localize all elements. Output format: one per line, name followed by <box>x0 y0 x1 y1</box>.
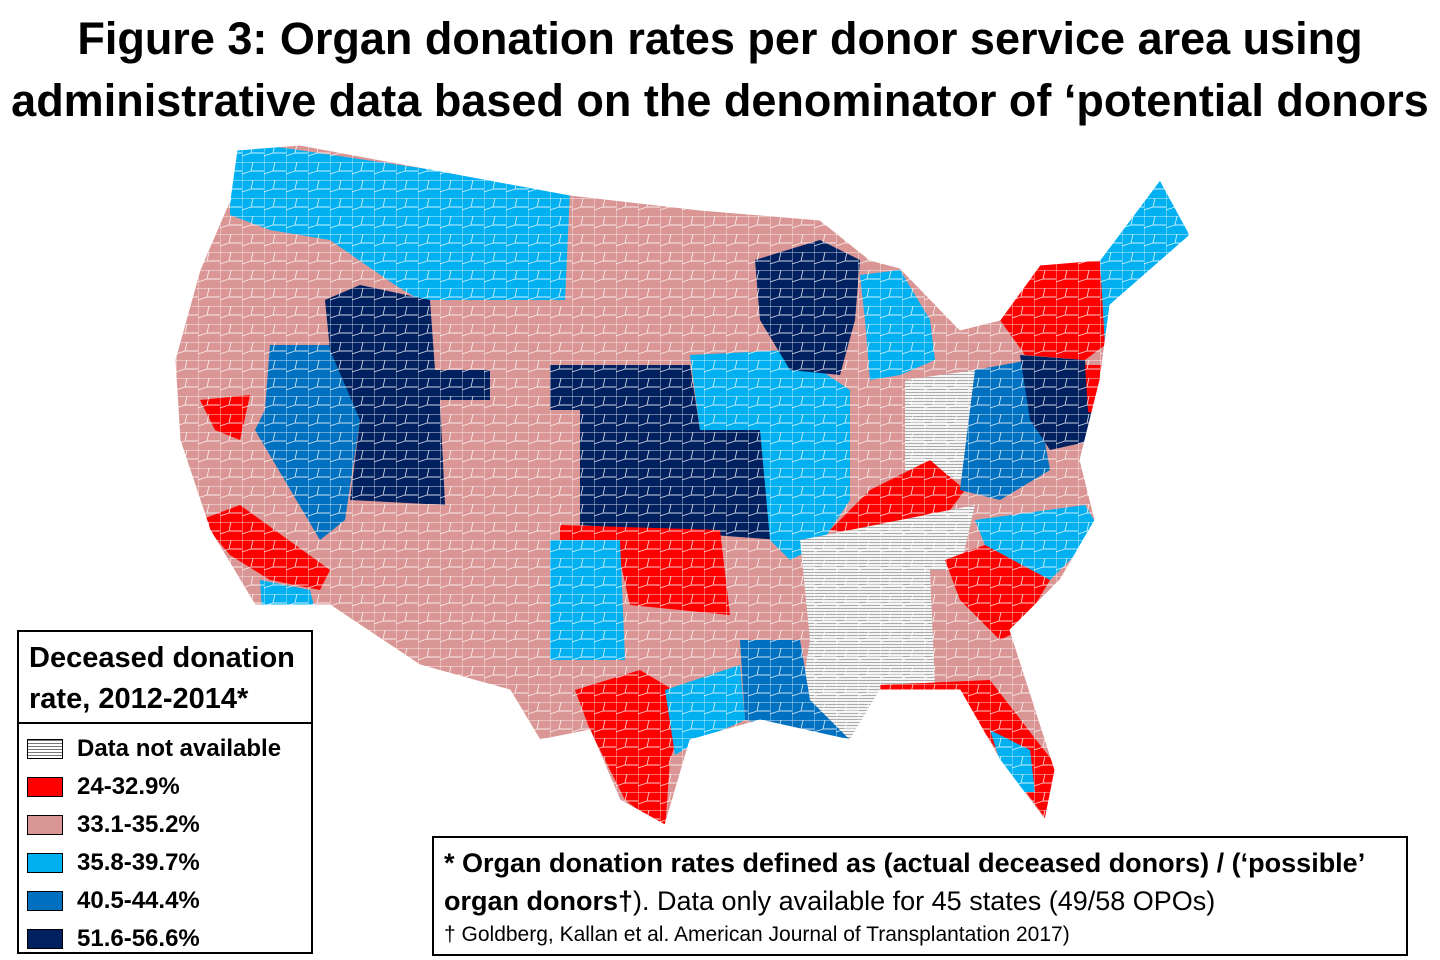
legend: Deceased donation rate, 2012-2014* Data … <box>17 630 313 954</box>
legend-label: Data not available <box>77 735 282 762</box>
legend-label: 35.8-39.7% <box>77 849 200 876</box>
legend-label: 51.6-56.6% <box>77 925 200 952</box>
legend-title: Deceased donation rate, 2012-2014* <box>19 632 311 724</box>
legend-item: Data not available <box>19 730 311 768</box>
footnote-citation: † Goldberg, Kallan et al. American Journ… <box>444 923 1070 946</box>
legend-swatch <box>27 929 63 949</box>
legend-item: 35.8-39.7% <box>19 844 311 882</box>
footnote-box: * Organ donation rates defined as (actua… <box>432 836 1408 956</box>
legend-label: 33.1-35.2% <box>77 811 200 838</box>
title-line-2: administrative data based on the denomin… <box>11 75 1429 126</box>
legend-swatch <box>27 777 63 797</box>
legend-item: 40.5-44.4% <box>19 882 311 920</box>
footnote-line-2: ). Data only available for 45 states (49… <box>633 886 1216 916</box>
legend-swatch <box>27 739 63 759</box>
legend-item: 24-32.9% <box>19 768 311 806</box>
footnote-line-2-bold: organ donors† <box>444 886 634 916</box>
legend-title-line-2: rate, 2012-2014* <box>29 683 249 715</box>
legend-swatch <box>27 891 63 911</box>
legend-item: 51.6-56.6% <box>19 920 311 958</box>
county-boundaries <box>175 145 1190 825</box>
legend-title-line-1: Deceased donation <box>29 642 295 674</box>
legend-swatch <box>27 815 63 835</box>
legend-item: 33.1-35.2% <box>19 806 311 844</box>
legend-swatch <box>27 853 63 873</box>
title-line-1: Figure 3: Organ donation rates per donor… <box>77 13 1363 64</box>
footnote-line-1: * Organ donation rates defined as (actua… <box>444 848 1366 878</box>
legend-label: 40.5-44.4% <box>77 887 200 914</box>
figure-title: Figure 3: Organ donation rates per donor… <box>0 8 1440 132</box>
legend-label: 24-32.9% <box>77 773 180 800</box>
